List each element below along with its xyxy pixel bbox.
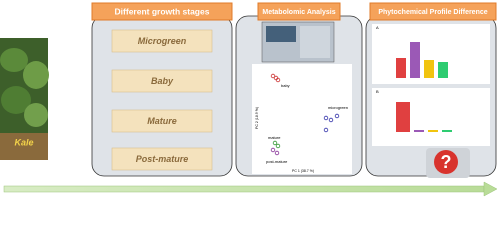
instrument-icon bbox=[261, 21, 335, 63]
pca-plot bbox=[252, 64, 352, 174]
stage-list: Microgreen Baby Mature Post-mature bbox=[111, 29, 213, 171]
stage-box bbox=[111, 69, 213, 93]
pca-points bbox=[270, 73, 340, 156]
stage-label: Baby bbox=[151, 76, 174, 86]
stage-label: Microgreen bbox=[138, 36, 187, 46]
x-axis-label: PC 1 (38.7 %) bbox=[292, 169, 314, 173]
pca-label: post-mature bbox=[266, 159, 288, 164]
bar-plot bbox=[372, 88, 490, 146]
panel-title: Phytochemical Profile Difference bbox=[378, 9, 487, 16]
bar-illustration bbox=[396, 42, 448, 78]
panel-header bbox=[91, 2, 233, 21]
plot-label: A bbox=[376, 25, 379, 30]
panel-header bbox=[369, 2, 497, 21]
pca-label: mature bbox=[268, 135, 281, 140]
graphical-abstract: Kale Different growth stages Microgreen B… bbox=[0, 2, 498, 197]
page: {"photo": {"label": "Kale"}, "panels": [… bbox=[0, 2, 498, 197]
panel-title: Metabolomic Analysis bbox=[262, 9, 335, 16]
y-axis-label: PC 2 (18.9 %) bbox=[255, 107, 259, 129]
stage-box bbox=[111, 29, 213, 53]
pca-label: microgreen bbox=[328, 105, 348, 110]
kale-photo bbox=[0, 38, 49, 160]
plot-label: B bbox=[376, 89, 379, 94]
bar-illustration bbox=[396, 102, 452, 132]
pca-label: baby bbox=[281, 83, 290, 88]
panel-header bbox=[257, 2, 341, 21]
panel-title: Different growth stages bbox=[115, 6, 210, 16]
stage-box bbox=[111, 147, 213, 171]
stage-label: Mature bbox=[147, 116, 177, 126]
question-icon: ? bbox=[426, 148, 470, 178]
photo-label: Kale bbox=[14, 137, 33, 147]
stage-label: Post-mature bbox=[136, 154, 189, 164]
stage-box bbox=[111, 109, 213, 133]
timeline-arrow bbox=[3, 181, 498, 197]
svg-text:?: ? bbox=[441, 152, 452, 172]
